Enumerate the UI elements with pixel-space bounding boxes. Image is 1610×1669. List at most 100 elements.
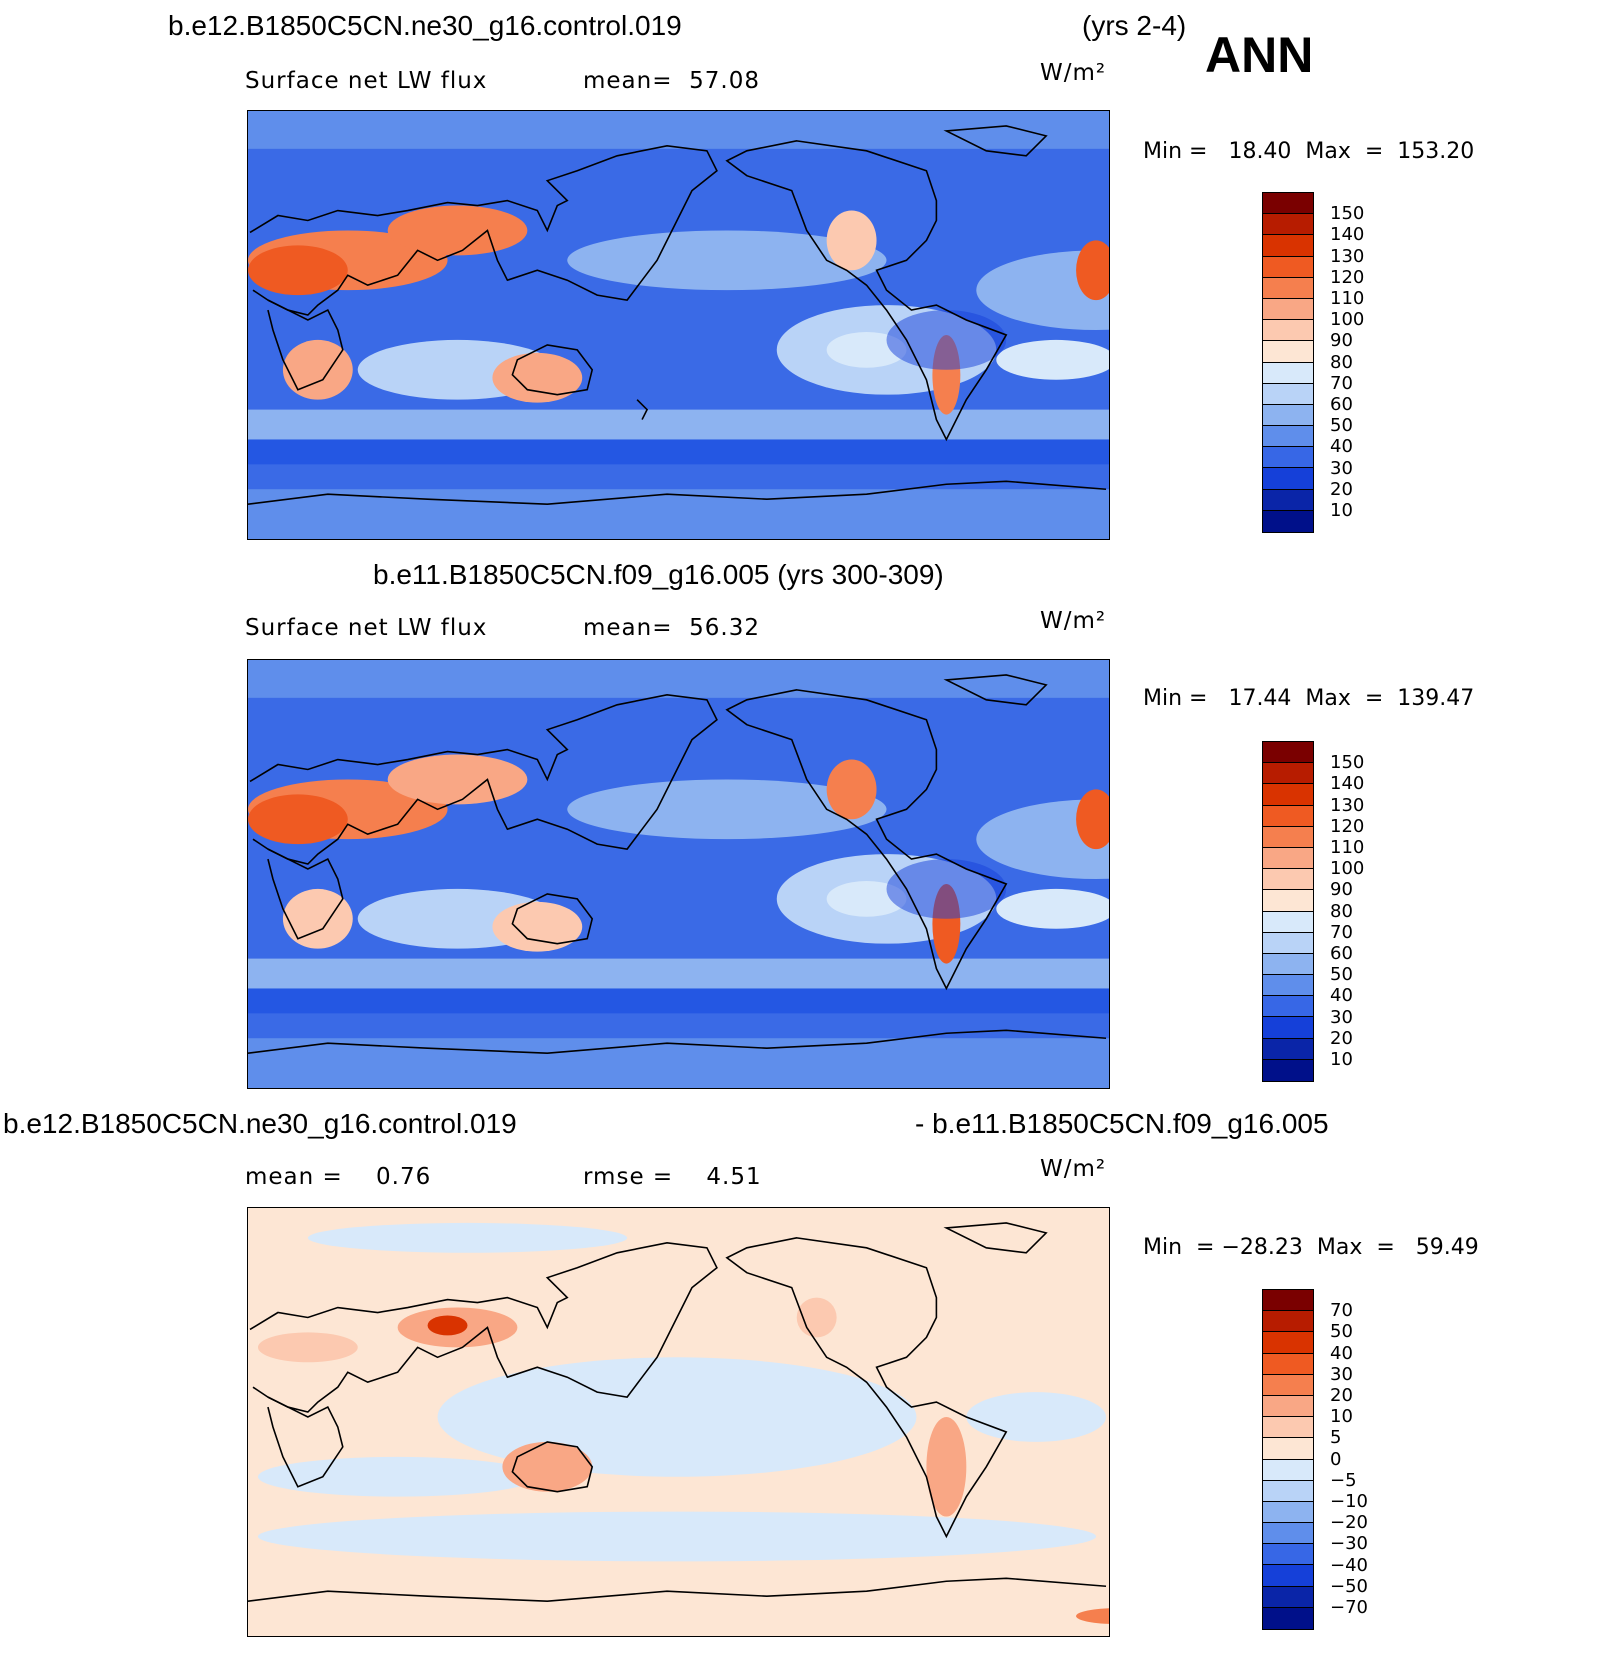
panel1-mean: mean= 57.08 (583, 68, 760, 94)
panel3-minmax: Min = −28.23 Max = 59.49 (1143, 1235, 1479, 1260)
panel1-colorbar-swatch (1263, 341, 1313, 363)
panel3-colorbar-tick-label: −40 (1330, 1554, 1368, 1576)
panel1-colorbar-swatch (1263, 489, 1313, 511)
panel2-map-field (248, 660, 1109, 1088)
panel3-colorbar-swatch (1263, 1417, 1313, 1439)
panel2-colorbar-swatch (1263, 763, 1313, 785)
panel3-colorbar-swatch (1263, 1290, 1313, 1312)
panel2-colorbar-tick-label: 90 (1330, 879, 1353, 901)
panel2-colorbar-tick-label: 100 (1330, 858, 1365, 880)
panel3-colorbar-swatch (1263, 1353, 1313, 1375)
panel2-colorbar-swatch (1263, 975, 1313, 997)
panel1-colorbar-tick-label: 30 (1330, 457, 1353, 479)
panel2-colorbar-tick-label: 70 (1330, 921, 1353, 943)
panel1-colorbar-tick-label: 120 (1330, 266, 1365, 288)
panel3-colorbar-tick-label: 30 (1330, 1363, 1353, 1385)
panel1-colorbar-swatch (1263, 298, 1313, 321)
panel1-colorbar-tick-label: 80 (1330, 351, 1353, 373)
season-label: ANN (1205, 27, 1314, 83)
panel1-colorbar-tick-label: 70 (1330, 372, 1353, 394)
panel1-colorbar-swatch (1263, 404, 1313, 427)
panel2-colorbar-tick-label: 20 (1330, 1027, 1353, 1049)
panel1-colorbar-swatch (1263, 362, 1313, 384)
panel1-colorbar-tick-label: 60 (1330, 394, 1353, 415)
panel1-colorbar-tick-label: 90 (1330, 330, 1353, 352)
panel1-colorbar-tick-label: 50 (1330, 415, 1353, 437)
panel2-case-title: b.e11.B1850C5CN.f09_g16.005 (yrs 300-309… (373, 559, 944, 590)
panel1-units: W/m² (1040, 60, 1107, 86)
panel3-rmse: rmse = 4.51 (583, 1164, 762, 1190)
panel1-colorbar-swatch (1263, 256, 1313, 278)
panel2-colorbar-swatch (1263, 805, 1313, 827)
panel2-colorbar-tick-label: 60 (1330, 943, 1353, 964)
panel1-colorbar-swatch (1263, 510, 1313, 532)
panel3-colorbar-tick-label: 0 (1330, 1448, 1342, 1470)
panel2-colorbar-tick-label: 130 (1330, 794, 1365, 816)
panel2-colorbar-tick-label: 80 (1330, 900, 1353, 922)
panel3-map (247, 1207, 1110, 1637)
panel1-colorbar-tick-label: 10 (1330, 500, 1353, 521)
panel2-colorbar-tick-label: 150 (1330, 752, 1365, 774)
panel2-colorbar-tick-label: 40 (1330, 985, 1353, 1007)
panel3-colorbar-swatch (1263, 1480, 1313, 1502)
panel3-colorbar-tick-label: 40 (1330, 1342, 1353, 1364)
panel1-field-name: Surface net LW flux (245, 68, 488, 94)
panel2-colorbar-swatch (1263, 869, 1313, 891)
panel3-colorbar-swatch (1263, 1523, 1313, 1545)
panel2-colorbar-swatch (1263, 932, 1313, 954)
panel3-colorbar-tick-label: −50 (1330, 1575, 1368, 1597)
panel3-map-field (248, 1208, 1109, 1636)
panel2-colorbar-swatch (1263, 1059, 1313, 1081)
panel2-colorbar-swatch (1263, 784, 1313, 806)
panel1-map-field (248, 111, 1109, 539)
panel1-colorbar (1262, 192, 1314, 533)
panel3-units: W/m² (1040, 1156, 1107, 1182)
panel3-colorbar-swatch (1263, 1586, 1313, 1608)
panel2-colorbar-swatch (1263, 911, 1313, 933)
panel1-colorbar-swatch (1263, 468, 1313, 490)
panel1-colorbar-swatch (1263, 426, 1313, 448)
panel1-colorbar-swatch (1263, 320, 1313, 342)
panel3-colorbar-swatch (1263, 1565, 1313, 1587)
panel3-colorbar-swatch (1263, 1374, 1313, 1396)
panel2-colorbar-swatch (1263, 996, 1313, 1018)
panel1-colorbar-swatch (1263, 447, 1313, 469)
panel1-colorbar-tick-label: 130 (1330, 245, 1365, 267)
panel2-colorbar-tick-label: 120 (1330, 815, 1365, 837)
panel3-colorbar-tick-label: 5 (1330, 1427, 1342, 1449)
panel3-colorbar-swatch (1263, 1501, 1313, 1524)
panel3-colorbar (1262, 1289, 1314, 1630)
panel2-colorbar-swatch (1263, 890, 1313, 912)
panel2-colorbar-swatch (1263, 847, 1313, 870)
panel3-colorbar-tick-label: −5 (1330, 1469, 1357, 1491)
panel3-mean: mean = 0.76 (245, 1164, 432, 1190)
panel2-colorbar-tick-label: 140 (1330, 773, 1365, 795)
panel3-colorbar-tick-label: −20 (1330, 1512, 1368, 1534)
panel3-colorbar-swatch (1263, 1544, 1313, 1566)
panel2-colorbar-swatch (1263, 1038, 1313, 1060)
panel1-colorbar-tick-label: 100 (1330, 309, 1365, 331)
panel3-colorbar-swatch (1263, 1332, 1313, 1354)
panel1-colorbar-tick-label: 150 (1330, 203, 1365, 225)
panel3-colorbar-tick-label: −70 (1330, 1597, 1368, 1618)
panel3-colorbar-tick-label: 20 (1330, 1385, 1353, 1406)
panel1-colorbar-swatch (1263, 193, 1313, 215)
panel1-colorbar-swatch (1263, 235, 1313, 257)
panel3-case-title-right: - b.e11.B1850C5CN.f09_g16.005 (915, 1108, 1329, 1139)
panel2-minmax: Min = 17.44 Max = 139.47 (1143, 686, 1475, 711)
panel1-colorbar-swatch (1263, 277, 1313, 299)
panel2-colorbar-tick-label: 10 (1330, 1049, 1353, 1070)
panel3-colorbar-swatch (1263, 1311, 1313, 1333)
panel1-colorbar-swatch (1263, 214, 1313, 236)
panel3-colorbar-tick-label: −30 (1330, 1533, 1368, 1555)
panel2-field-name: Surface net LW flux (245, 615, 488, 641)
panel2-colorbar-swatch (1263, 1017, 1313, 1039)
panel2-colorbar-swatch (1263, 826, 1313, 848)
panel3-colorbar-swatch (1263, 1438, 1313, 1460)
panel3-colorbar-tick-label: 50 (1330, 1321, 1353, 1343)
panel1-minmax: Min = 18.40 Max = 153.20 (1143, 139, 1475, 164)
panel3-colorbar-tick-label: 10 (1330, 1406, 1353, 1428)
panel1-case-title: b.e12.B1850C5CN.ne30_g16.control.019 (168, 10, 682, 41)
panel2-colorbar (1262, 741, 1314, 1082)
panel3-colorbar-swatch (1263, 1459, 1313, 1481)
